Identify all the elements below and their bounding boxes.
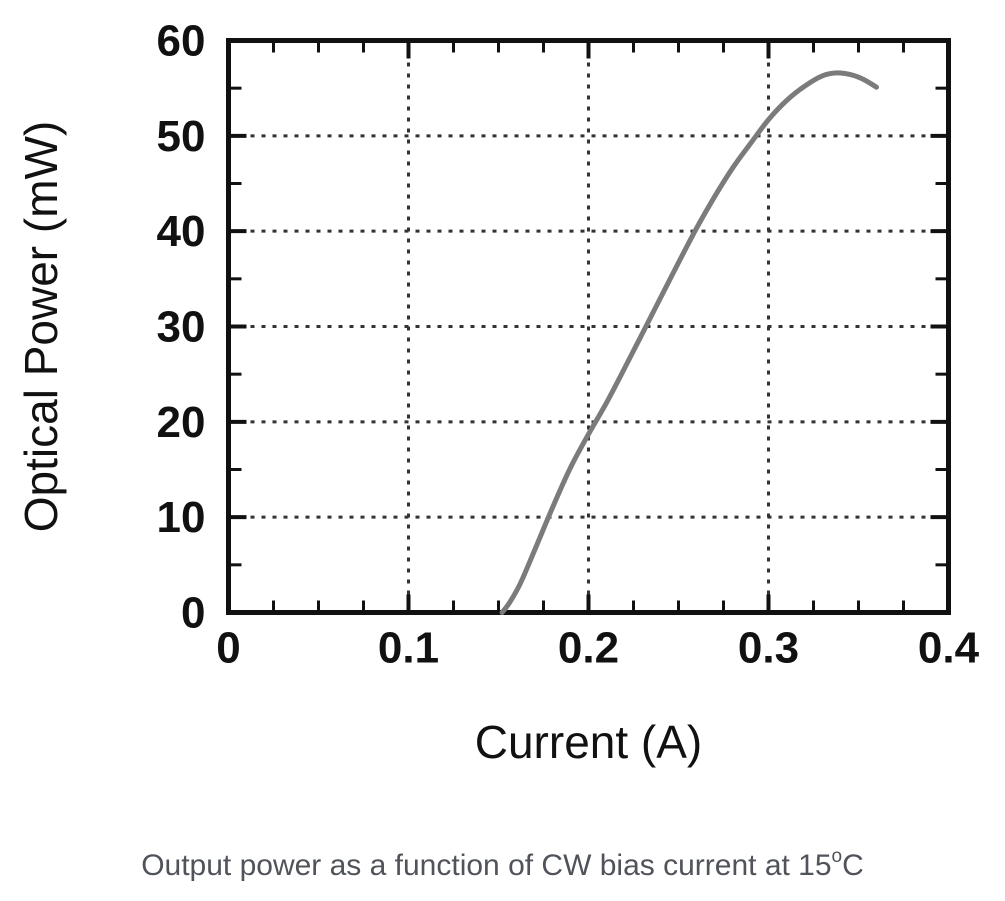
y-axis-label: Optical Power (mW) xyxy=(15,121,67,532)
li-curve xyxy=(499,70,879,615)
x-axis-label: Current (A) xyxy=(475,716,702,768)
y-tick-label: 60 xyxy=(157,17,206,66)
y-tick-label: 40 xyxy=(157,207,206,256)
x-tick-label: 0.2 xyxy=(558,624,619,673)
caption-text: Output power as a function of CW bias cu… xyxy=(141,849,832,882)
figure-caption: Output power as a function of CW bias cu… xyxy=(0,840,1005,892)
y-tick-label: 20 xyxy=(157,398,206,447)
caption-superscript: o xyxy=(831,846,843,867)
x-tick-label: 0.3 xyxy=(738,624,799,673)
y-tick-label: 0 xyxy=(181,589,205,638)
li-curve-chart: 0 0.1 0.2 0.3 0.4 0 10 20 30 40 50 60 Current (A) Opt… xyxy=(15,17,980,769)
y-tick-label: 50 xyxy=(157,112,206,161)
y-tick-label: 10 xyxy=(157,493,206,542)
y-tick-label: 30 xyxy=(157,303,206,352)
x-tick-label: 0 xyxy=(216,624,240,673)
caption-text-after: C xyxy=(842,849,864,882)
x-tick-label: 0.4 xyxy=(918,624,980,673)
x-tick-label: 0.1 xyxy=(378,624,439,673)
